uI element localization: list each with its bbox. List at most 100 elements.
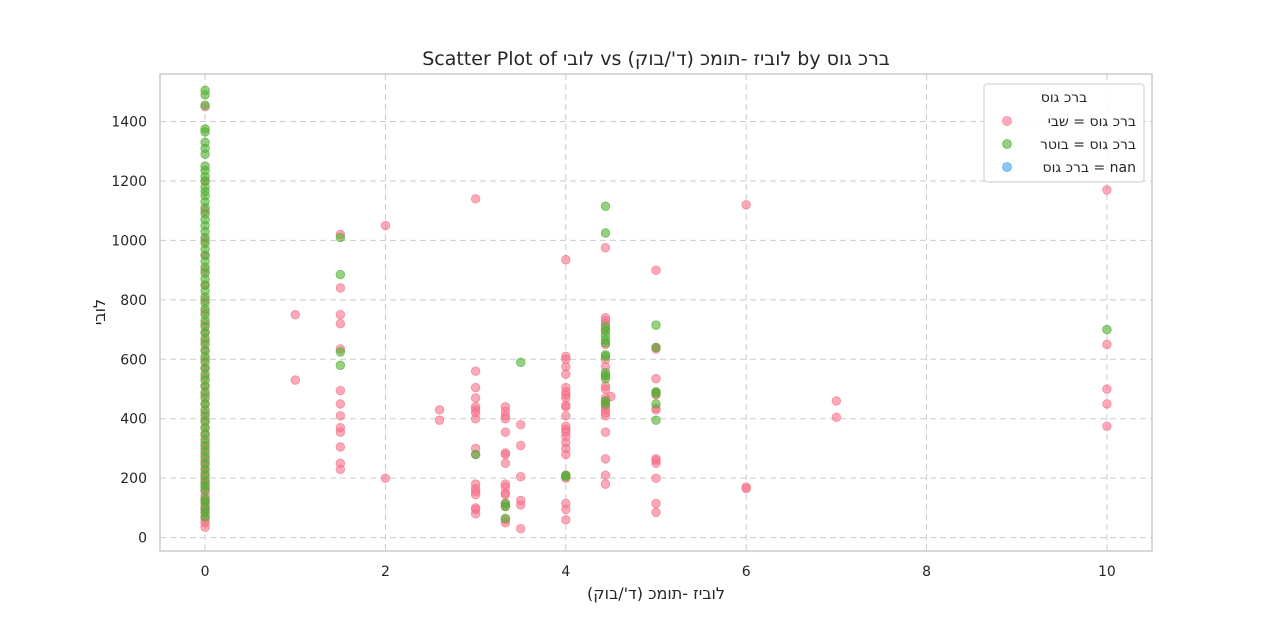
- data-point: [200, 149, 210, 159]
- x-tick-label: 2: [381, 564, 390, 580]
- data-point: [516, 524, 526, 534]
- legend-label: ברכ גוס = nan: [1043, 160, 1137, 176]
- data-point: [500, 458, 511, 469]
- x-tick-label: 4: [561, 564, 570, 580]
- data-point: [380, 473, 391, 483]
- data-point: [335, 427, 346, 437]
- data-point: [335, 360, 346, 370]
- x-tick-label: 0: [201, 564, 210, 580]
- data-point: [600, 479, 611, 489]
- legend-marker: [1002, 139, 1012, 149]
- data-point: [600, 427, 611, 437]
- data-point: [831, 396, 842, 406]
- data-point: [470, 382, 481, 393]
- data-point: [200, 90, 210, 100]
- y-tick-label: 400: [120, 412, 147, 428]
- data-point: [380, 220, 391, 231]
- data-point: [500, 513, 511, 524]
- data-point: [470, 366, 481, 376]
- data-point: [500, 449, 511, 460]
- data-point: [1102, 399, 1112, 409]
- data-point: [651, 265, 661, 275]
- data-point: [651, 342, 661, 353]
- data-point: [335, 310, 346, 320]
- y-tick-label: 200: [120, 471, 147, 487]
- data-point: [470, 449, 481, 460]
- data-point: [651, 415, 661, 425]
- legend-marker: [1002, 116, 1012, 126]
- y-tick-label: 1400: [111, 115, 147, 131]
- data-point: [335, 232, 346, 243]
- data-point: [600, 454, 611, 464]
- data-points: [200, 85, 1112, 534]
- data-point: [1102, 339, 1112, 350]
- data-point: [600, 338, 611, 348]
- x-axis-label: לוביז -תומכ (ד'/בוק): [587, 584, 725, 603]
- data-point: [561, 472, 571, 482]
- data-point: [335, 385, 346, 396]
- data-point: [561, 449, 571, 460]
- data-point: [651, 473, 661, 483]
- legend-label: ברכ גוס = בוטר: [1040, 137, 1136, 153]
- legend-title: ברכ גוס: [1041, 90, 1088, 106]
- data-point: [741, 483, 751, 494]
- data-point: [500, 414, 511, 424]
- data-point: [290, 310, 300, 320]
- data-point: [516, 357, 526, 367]
- data-point: [516, 472, 526, 482]
- data-point: [561, 411, 571, 421]
- data-point: [741, 200, 751, 210]
- data-point: [470, 393, 481, 403]
- data-point: [561, 504, 571, 515]
- data-point: [600, 373, 611, 384]
- data-point: [516, 419, 526, 430]
- data-point: [600, 351, 611, 362]
- data-point: [335, 318, 346, 329]
- data-point: [470, 194, 481, 204]
- data-point: [290, 375, 300, 385]
- data-point: [600, 399, 611, 409]
- legend: ברכ גוס ברכ גוס = שבי ברכ גוס = בוטר ברכ ג…: [983, 83, 1145, 183]
- y-tick-label: 800: [120, 293, 147, 309]
- data-point: [1102, 421, 1112, 431]
- data-point: [600, 201, 611, 211]
- data-point: [600, 243, 611, 253]
- data-point: [500, 501, 511, 512]
- data-point: [831, 412, 842, 422]
- y-axis-ticks: 0 200 400 600 800 1000 1200 1400: [111, 115, 147, 547]
- data-point: [200, 512, 210, 522]
- data-point: [561, 369, 571, 379]
- data-point: [200, 485, 210, 495]
- y-axis-label: לובי: [90, 299, 109, 325]
- legend-box: [983, 83, 1145, 183]
- data-point: [335, 442, 346, 452]
- data-point: [470, 489, 481, 500]
- data-point: [651, 507, 661, 518]
- data-point: [335, 347, 346, 357]
- data-point: [651, 399, 661, 409]
- data-point: [651, 498, 661, 509]
- data-point: [200, 100, 210, 110]
- x-tick-label: 10: [1098, 564, 1116, 580]
- legend-label: ברכ גוס = שבי: [1048, 114, 1136, 130]
- data-point: [516, 500, 526, 510]
- data-point: [600, 411, 611, 421]
- data-point: [434, 415, 445, 425]
- chart-title: Scatter Plot of לובי vs לוביז -תומכ (ד'/…: [422, 48, 890, 70]
- data-point: [600, 228, 611, 238]
- data-point: [1102, 185, 1112, 195]
- data-point: [561, 255, 571, 265]
- data-point: [1102, 384, 1112, 394]
- data-point: [500, 489, 511, 500]
- data-point: [1102, 324, 1112, 335]
- y-tick-label: 0: [138, 531, 147, 547]
- x-tick-label: 8: [922, 564, 931, 580]
- x-axis-ticks: 0 2 4 6 8 10: [201, 564, 1116, 580]
- data-point: [335, 464, 346, 474]
- data-point: [561, 402, 571, 412]
- data-point: [434, 405, 445, 415]
- data-point: [561, 515, 571, 525]
- data-point: [500, 427, 511, 437]
- data-point: [335, 399, 346, 409]
